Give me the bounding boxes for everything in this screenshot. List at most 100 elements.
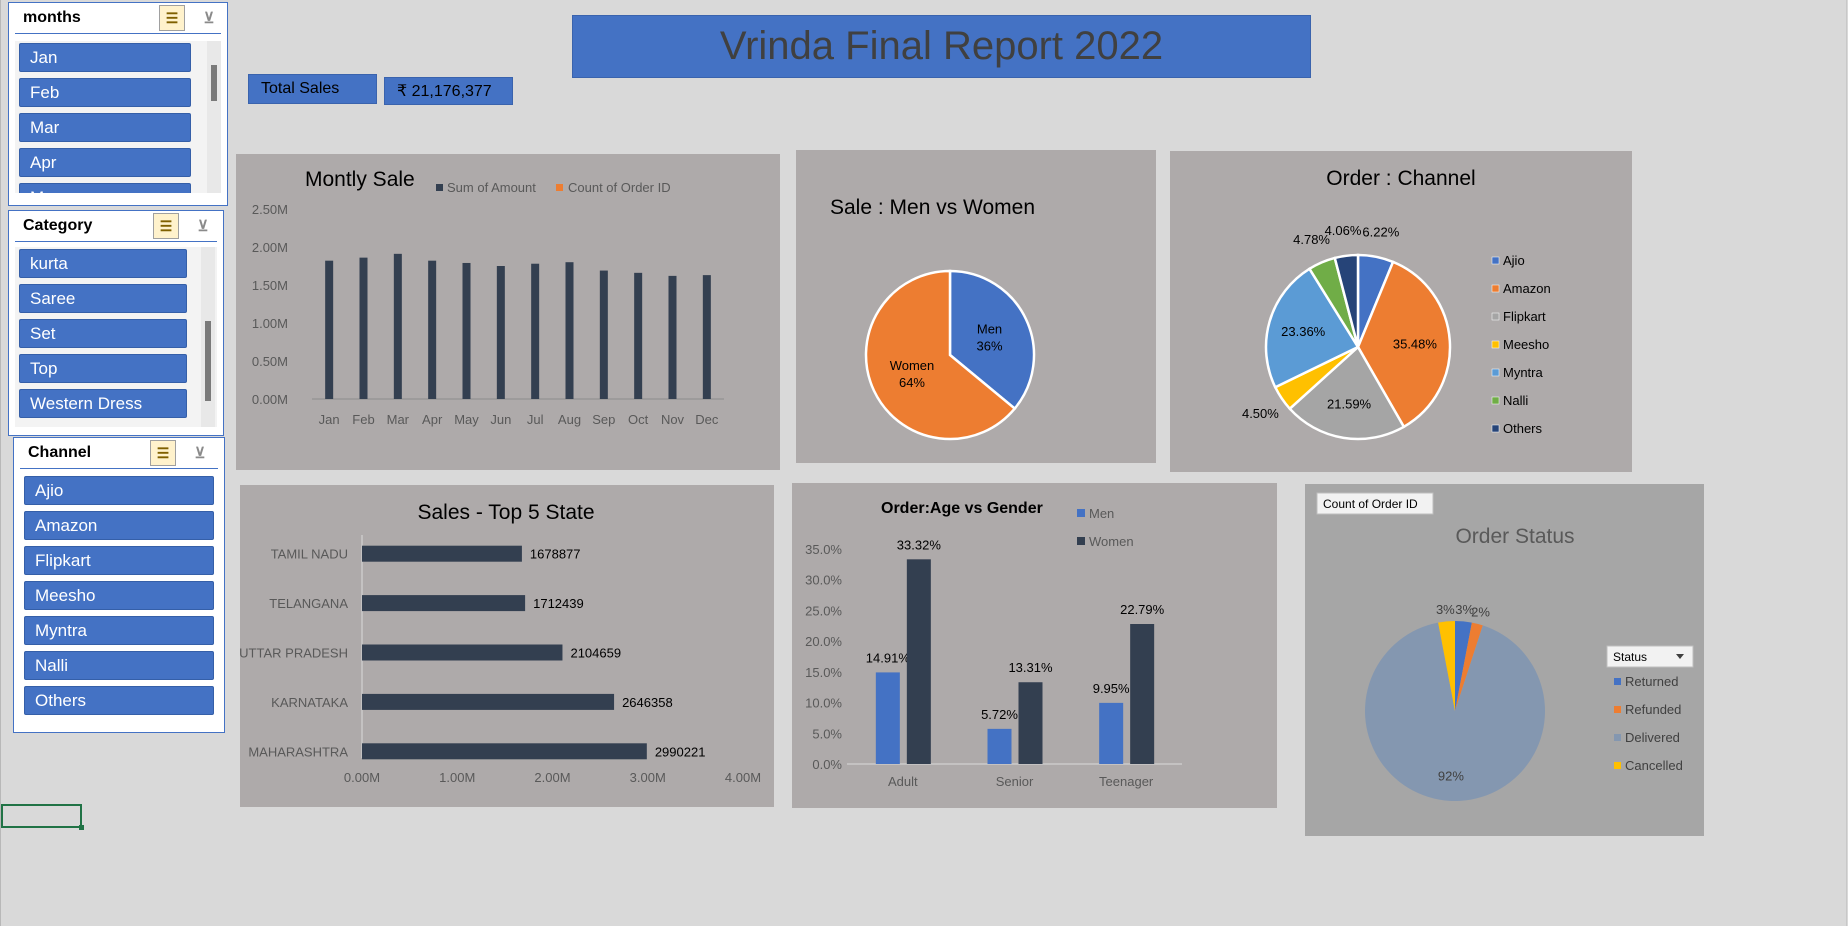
- data-label-cancelled: 3%: [1436, 602, 1455, 617]
- monthly-sale-chart[interactable]: Montly Sale Sum of Amount Count of Order I…: [236, 154, 780, 470]
- legend-swatch-amazon: [1491, 284, 1500, 293]
- months-scrollthumb[interactable]: [211, 65, 217, 101]
- y-tick-label: 10.0%: [805, 696, 842, 711]
- y-tick-label: 5.0%: [812, 726, 842, 741]
- x-tick-label: 0.00M: [344, 770, 380, 785]
- x-tick-label: 3.00M: [630, 770, 666, 785]
- channel-slicer: Channel ☰ ⊻ Ajio Amazon Flipkart Meesho …: [13, 437, 225, 733]
- multi-select-icon[interactable]: ☰: [150, 440, 176, 466]
- slicer-item-ajio[interactable]: Ajio: [24, 476, 214, 505]
- bar-adult-men: [875, 672, 900, 764]
- slice-myntra: [1264, 267, 1360, 389]
- data-label-ajio: 6.22%: [1362, 224, 1399, 239]
- legend-swatch-refunded: [1614, 706, 1621, 713]
- clear-filter-icon[interactable]: ⊻: [203, 10, 215, 27]
- legend-swatch-women: [1077, 537, 1085, 545]
- slice-delivered: [1365, 622, 1545, 801]
- data-label-delivered: 92%: [1438, 769, 1464, 784]
- slicer-item-saree[interactable]: Saree: [19, 284, 187, 313]
- selected-cell[interactable]: [1, 804, 84, 830]
- bar-may: [462, 262, 471, 399]
- slicer-item-feb[interactable]: Feb: [19, 78, 191, 107]
- slicer-item-set[interactable]: Set: [19, 319, 187, 348]
- slicer-item-top[interactable]: Top: [19, 354, 187, 383]
- multi-select-icon[interactable]: ☰: [153, 213, 179, 239]
- bar-tamil-nadu: [362, 545, 522, 562]
- y-tick-label: KARNATAKA: [271, 695, 348, 710]
- gender-sale-chart[interactable]: Sale : Men vs Women Men 36% Women 64%: [796, 150, 1156, 463]
- y-tick-label: UTTAR PRADESH: [240, 646, 348, 661]
- y-tick-label: 2.00M: [252, 240, 288, 255]
- legend-swatch-count: [556, 184, 563, 191]
- slicer-item-flipkart[interactable]: Flipkart: [24, 546, 214, 575]
- slicer-item-may[interactable]: May: [19, 183, 191, 193]
- top-states-chart[interactable]: Sales - Top 5 State 0.00M 1.00M 2.00M 3.00M 4…: [240, 485, 774, 807]
- slicer-item-mar[interactable]: Mar: [19, 113, 191, 142]
- y-tick-label: TELANGANA: [269, 596, 348, 611]
- legend-filter-label: Status: [1613, 650, 1647, 664]
- legend-swatch-myntra: [1491, 368, 1500, 377]
- bar-jan: [325, 260, 334, 399]
- x-tick-label: Jul: [527, 412, 544, 427]
- data-label: 22.79%: [1120, 602, 1165, 617]
- age-gender-chart[interactable]: Order:Age vs Gender Men Women 0.0% 5.0% 10.0%…: [792, 483, 1277, 808]
- slicer-item-amazon[interactable]: Amazon: [24, 511, 214, 540]
- category-slicer-title: Category: [23, 217, 93, 234]
- channel-order-chart[interactable]: Order : Channel 6.22% Ajio 35.48% Amazon 21.5…: [1170, 151, 1632, 472]
- legend-label-nalli: Nalli: [1503, 393, 1528, 408]
- y-tick-label: 30.0%: [805, 573, 842, 588]
- legend-label-women: Women: [1089, 534, 1134, 549]
- x-tick-label: Feb: [352, 412, 374, 427]
- bar-aug: [565, 262, 574, 399]
- legend-swatch-men: [1077, 509, 1085, 517]
- x-tick-label: Sep: [592, 412, 615, 427]
- legend-label: Count of Order ID: [568, 180, 671, 195]
- months-slicer-list: Jan Feb Mar Apr May: [15, 41, 221, 193]
- data-label-value: 64%: [899, 375, 925, 390]
- data-label-name: Men: [977, 321, 1002, 336]
- data-label: 14.91%: [866, 650, 911, 665]
- category-scrollbar[interactable]: [201, 247, 215, 427]
- order-status-chart[interactable]: Count of Order ID Order Status 3% Returned 2…: [1305, 484, 1704, 836]
- months-slicer-title: months: [23, 9, 81, 26]
- legend-label-cancelled: Cancelled: [1625, 758, 1683, 773]
- bar-nov: [668, 275, 677, 399]
- slicer-item-nalli[interactable]: Nalli: [24, 651, 214, 680]
- legend-label-returned: Returned: [1625, 674, 1678, 689]
- field-button-label: Count of Order ID: [1323, 497, 1418, 511]
- data-label: 33.32%: [897, 537, 942, 552]
- multi-select-icon[interactable]: ☰: [159, 5, 185, 31]
- bar-mar: [393, 253, 402, 399]
- legend-label-myntra: Myntra: [1503, 365, 1544, 380]
- y-tick-label: 1.00M: [252, 316, 288, 331]
- slice-flipkart: [1288, 345, 1406, 441]
- slicer-item-apr[interactable]: Apr: [19, 148, 191, 177]
- x-tick-label: 4.00M: [725, 770, 761, 785]
- x-tick-label: May: [454, 412, 479, 427]
- category-scrollthumb[interactable]: [205, 321, 211, 401]
- slicer-item-meesho[interactable]: Meesho: [24, 581, 214, 610]
- bar-jul: [531, 263, 540, 399]
- slicer-item-jan[interactable]: Jan: [19, 43, 191, 72]
- slice-returned: [1455, 621, 1472, 711]
- x-tick-label: 2.00M: [534, 770, 570, 785]
- months-slicer: months ☰ ⊻ Jan Feb Mar Apr May: [8, 2, 228, 206]
- y-tick-label: 15.0%: [805, 665, 842, 680]
- legend-label-others: Others: [1503, 421, 1543, 436]
- y-tick-label: TAMIL NADU: [271, 547, 348, 562]
- clear-filter-icon[interactable]: ⊻: [197, 218, 209, 235]
- x-tick-label: Dec: [695, 412, 719, 427]
- chart-title: Sales - Top 5 State: [417, 501, 594, 524]
- legend-swatch-sum: [436, 184, 443, 191]
- months-scrollbar[interactable]: [207, 41, 221, 193]
- chevron-down-icon: [1676, 654, 1684, 659]
- slicer-item-kurta[interactable]: kurta: [19, 249, 187, 278]
- clear-filter-icon[interactable]: ⊻: [194, 445, 206, 462]
- slicer-item-others[interactable]: Others: [24, 686, 214, 715]
- legend-label-men: Men: [1089, 506, 1114, 521]
- data-label-returned: 3%: [1455, 602, 1474, 617]
- slicer-item-western-dress[interactable]: Western Dress: [19, 389, 187, 418]
- slicer-item-myntra[interactable]: Myntra: [24, 616, 214, 645]
- x-tick-label: Oct: [628, 412, 649, 427]
- legend-filter-button: [1606, 645, 1694, 668]
